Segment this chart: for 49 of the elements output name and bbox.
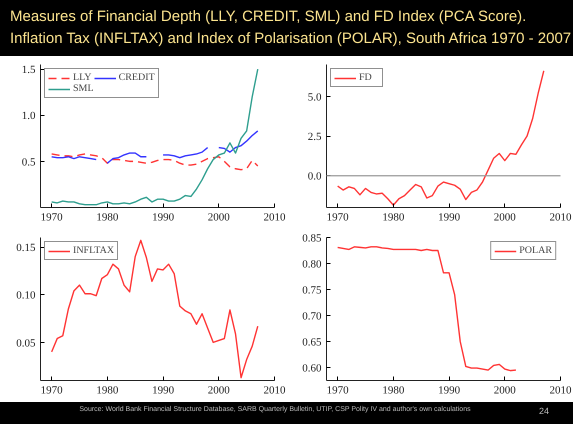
y-tick-label: 1.5 [22,64,36,76]
y-tick-label: 0.0 [308,170,322,183]
x-tick-label: 2000 [494,384,516,396]
y-tick-label: 0.15 [16,242,36,254]
x-tick-label: 2010 [264,212,286,224]
legend-label: CREDIT [118,72,155,83]
x-tick-label: 1970 [40,384,64,396]
y-tick-label: 0.70 [302,310,322,322]
legend-label: INFLTAX [73,245,114,256]
text: 24 [538,406,549,416]
legend-label: FD [359,72,373,83]
x-tick-label: 2000 [494,212,516,224]
x-tick-label: 1980 [96,384,119,396]
x-tick-label: 1970 [326,212,350,224]
y-tick-label: 0.80 [302,258,322,270]
x-tick-label: 1990 [152,212,175,224]
chart-title: Measures of Financial Depth (LLY, CREDIT, SML) and FD Index (PCA Score). [10,8,526,25]
x-tick-label: 1980 [382,212,405,224]
x-tick-label: 1970 [326,384,350,396]
y-tick-label: 0.65 [302,336,322,348]
x-tick-label: 2010 [550,212,572,224]
y-tick-label: 0.10 [16,290,36,302]
y-tick-label: 5.0 [308,91,322,104]
y-tick-label: 0.85 [302,232,322,244]
y-tick-label: 0.5 [22,156,36,168]
x-tick-label: 1990 [438,212,461,224]
line-series [336,70,544,206]
x-tick-label: 2010 [550,384,572,396]
x-tick-label: 2000 [208,384,230,396]
x-tick-label: 1970 [40,212,64,224]
x-tick-label: 1980 [382,384,405,396]
legend-label: SML [73,83,94,94]
y-tick-label: 0.05 [16,337,36,350]
x-tick-label: 1990 [438,384,461,396]
line-series [50,68,258,206]
y-tick-label: 0.60 [302,362,322,374]
x-tick-label: 2010 [264,384,286,396]
legend-label: POLAR [519,245,552,256]
x-tick-label: 1980 [96,212,119,224]
line-series [50,240,258,378]
y-tick-label: 2.5 [308,131,322,143]
x-tick-label: 1990 [152,384,175,396]
y-tick-label: 1.0 [22,110,36,122]
line-series [50,153,258,170]
legend-label: LLY [73,72,92,83]
x-tick-label: 2000 [208,212,230,224]
y-tick-label: 0.75 [302,284,322,296]
chart-subtitle: Inflation Tax (INFLTAX) and Index of Polarisation (POLAR), South Africa 1970 - 2007 [10,30,572,47]
line-series [336,246,517,372]
